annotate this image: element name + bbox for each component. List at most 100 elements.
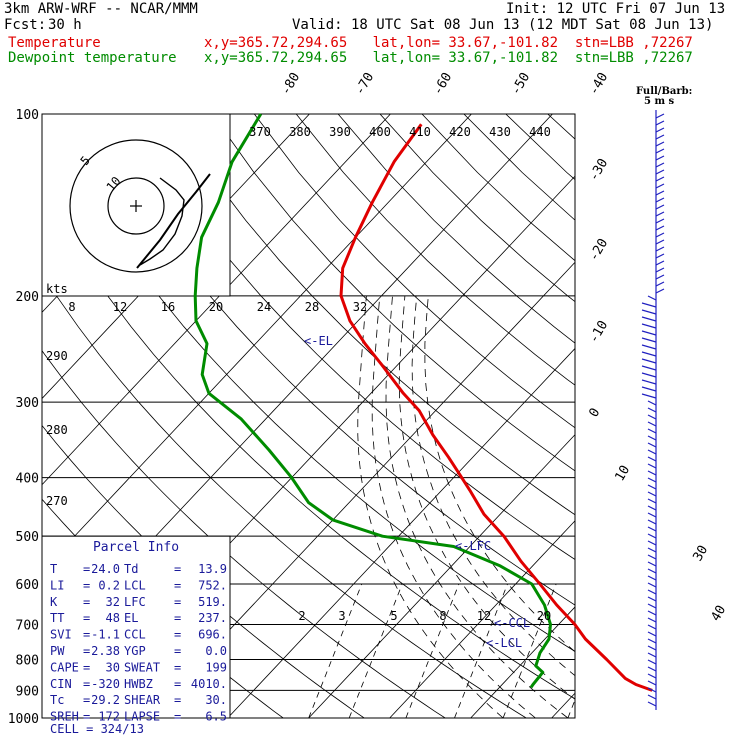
dry-adiabat-line xyxy=(505,114,575,181)
theta-label: 270 xyxy=(46,494,68,508)
temperature-legend: Temperature xyxy=(8,35,101,51)
parcel-eq: = xyxy=(83,611,90,625)
forecast-label: Fcst: xyxy=(4,17,47,33)
theta-e-label: 430 xyxy=(489,125,511,139)
init-time: Init: 12 UTC Fri 07 Jun 13 xyxy=(506,1,726,17)
theta-e-label: 380 xyxy=(289,125,311,139)
hodograph-speed-label: 32 xyxy=(353,300,367,314)
wind-barbs: Full/Barb:5 m s xyxy=(636,86,692,710)
hodograph-speed-label: 20 xyxy=(209,300,223,314)
parcel-key: PW xyxy=(50,644,65,658)
parcel-key: LI xyxy=(50,578,64,592)
hodograph-ring-outer xyxy=(69,139,203,273)
dry-adiabat-line xyxy=(632,114,740,718)
parcel-key: K xyxy=(50,595,58,609)
isotherm-line xyxy=(714,114,740,718)
parcel-key: Tc xyxy=(50,693,64,707)
wind-barb xyxy=(647,645,657,651)
wind-barb xyxy=(647,498,657,504)
theta-e-label: 420 xyxy=(449,125,471,139)
wind-barb xyxy=(647,666,657,672)
hodograph-speed-label: 8 xyxy=(68,300,75,314)
pressure-tick-label: 1000 xyxy=(8,712,39,727)
wind-barb xyxy=(655,155,665,161)
wind-barb xyxy=(647,673,657,679)
parcel-eq: = xyxy=(83,578,90,592)
wind-barb xyxy=(655,197,665,203)
dry-adiabat-line xyxy=(337,114,575,344)
parcel-key: T xyxy=(50,562,57,576)
wind-barb xyxy=(647,652,657,658)
isotherm-label-right: -10 xyxy=(586,318,611,346)
parcel-key: SVI xyxy=(50,628,72,642)
wind-barb xyxy=(647,428,657,434)
pressure-tick-label: 600 xyxy=(16,578,39,593)
parcel-key: CIN xyxy=(50,677,72,691)
wind-barb xyxy=(641,358,657,364)
dry-adiabat-line xyxy=(421,114,575,262)
wind-barb xyxy=(647,456,657,462)
wind-barb xyxy=(641,393,657,399)
pressure-tick-label: 200 xyxy=(16,290,39,305)
wind-barb xyxy=(655,281,665,287)
pressure-tick-label: 400 xyxy=(16,472,39,487)
parcel-value: 237. xyxy=(198,611,227,625)
theta-e-label: 390 xyxy=(329,125,351,139)
wind-barb xyxy=(655,274,665,280)
wind-barb xyxy=(647,470,657,476)
mixing-ratio-label: 3 xyxy=(338,609,345,623)
mixing-ratio-label: 8 xyxy=(439,609,446,623)
wind-barb xyxy=(641,323,657,329)
pressure-tick-label: 300 xyxy=(16,396,39,411)
parcel-eq: = xyxy=(174,611,181,625)
parcel-eq: = xyxy=(174,562,181,576)
wind-barb xyxy=(641,344,657,350)
mixing-ratio-line xyxy=(502,583,557,718)
wind-barb xyxy=(647,701,657,707)
parcel-key: LFC xyxy=(124,595,146,609)
dry-adiabat-line xyxy=(170,114,575,516)
wind-barb xyxy=(655,134,665,140)
isotherm-line xyxy=(389,520,575,718)
wind-barb xyxy=(655,253,665,259)
parcel-eq: = xyxy=(174,693,181,707)
isotherm-label-right: 0 xyxy=(586,406,603,420)
parcel-key: SREH xyxy=(50,710,79,724)
parcel-key: Td xyxy=(124,562,138,576)
parcel-eq: = xyxy=(83,628,90,642)
dry-adiabat-line xyxy=(674,114,740,718)
wind-barb xyxy=(647,519,657,525)
mixing-ratio-label: 20 xyxy=(537,609,551,623)
parcel-eq: = xyxy=(83,644,90,658)
wind-barb xyxy=(647,547,657,553)
parcel-value: 696. xyxy=(198,628,227,642)
parcel-value: 4010. xyxy=(191,677,227,691)
moist-adiabat-line xyxy=(398,295,575,700)
wind-barb xyxy=(647,407,657,413)
wind-barb xyxy=(647,533,657,539)
wind-barb xyxy=(647,463,657,469)
parcel-key: CCL xyxy=(124,628,146,642)
dry-adiabat-line xyxy=(128,114,575,561)
dry-adiabat-line xyxy=(42,192,575,700)
wind-barb xyxy=(647,582,657,588)
hodograph-speed-label: 28 xyxy=(305,300,319,314)
wind-barb xyxy=(647,526,657,532)
parcel-eq: = xyxy=(174,628,181,642)
parcel-value: 13.9 xyxy=(198,562,227,576)
mixing-ratio-line xyxy=(454,583,508,718)
wind-barb xyxy=(647,617,657,623)
wind-barb xyxy=(641,337,657,343)
parcel-value: 0.2 xyxy=(98,578,120,592)
wind-barb xyxy=(655,267,665,273)
wind-barb xyxy=(655,225,665,231)
parcel-value: 30. xyxy=(205,693,227,707)
wind-barb xyxy=(647,400,657,406)
dry-adiabat-line xyxy=(590,114,740,718)
wind-barb xyxy=(655,169,665,175)
temperature-trace xyxy=(339,123,653,692)
parcel-key: CAPE xyxy=(50,660,79,674)
isotherm-label-right: 10 xyxy=(612,463,633,484)
parcel-value: 752. xyxy=(198,578,227,592)
